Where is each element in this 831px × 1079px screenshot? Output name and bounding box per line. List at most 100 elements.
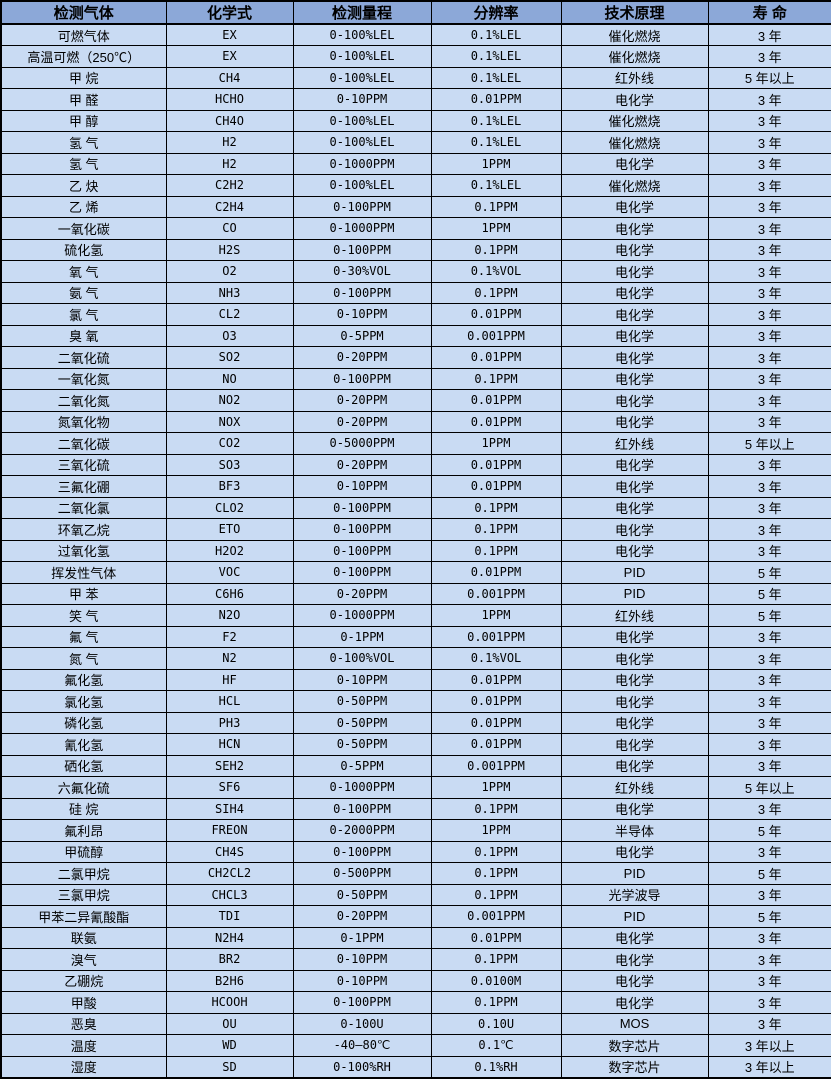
cell-range: 0-100PPM	[292, 991, 432, 1014]
cell-resolution: 0.1℃	[430, 1034, 562, 1057]
cell-range: 0-5PPM	[292, 754, 432, 777]
cell-range: 0-5PPM	[292, 324, 432, 347]
cell-formula: SD	[165, 1055, 294, 1078]
cell-resolution: 0.01PPM	[430, 690, 562, 713]
cell-gas-name: 乙硼烷	[0, 969, 167, 992]
cell-principle: 电化学	[560, 969, 709, 992]
cell-principle: 电化学	[560, 453, 709, 476]
cell-range: 0-1PPM	[292, 926, 432, 949]
cell-gas-name: 氟化氢	[0, 668, 167, 691]
cell-range: 0-100U	[292, 1012, 432, 1035]
cell-range: 0-20PPM	[292, 582, 432, 605]
cell-gas-name: 臭 氧	[0, 324, 167, 347]
cell-principle: 催化燃烧	[560, 174, 709, 197]
cell-principle: 红外线	[560, 776, 709, 799]
table-row: 氯化氢 HCL 0-50PPM 0.01PPM 电化学 3 年	[0, 690, 831, 713]
cell-formula: C6H6	[165, 582, 294, 605]
cell-resolution: 0.1PPM	[430, 797, 562, 820]
cell-principle: 电化学	[560, 539, 709, 562]
cell-gas-name: 甲苯二异氰酸酯	[0, 905, 167, 928]
cell-resolution: 0.001PPM	[430, 905, 562, 928]
cell-principle: 电化学	[560, 281, 709, 304]
cell-formula: N2O	[165, 604, 294, 627]
cell-range: 0-50PPM	[292, 690, 432, 713]
cell-resolution: 0.1PPM	[430, 840, 562, 863]
table-row: 臭 氧 O3 0-5PPM 0.001PPM 电化学 3 年	[0, 324, 831, 347]
table-row: 乙硼烷 B2H6 0-10PPM 0.0100M 电化学 3 年	[0, 969, 831, 992]
cell-principle: PID	[560, 561, 709, 584]
cell-principle: 电化学	[560, 346, 709, 369]
cell-resolution: 0.01PPM	[430, 346, 562, 369]
table-row: 温度 WD -40—80℃ 0.1℃ 数字芯片 3 年以上	[0, 1034, 831, 1057]
cell-resolution: 0.1%VOL	[430, 260, 562, 283]
cell-gas-name: 磷化氢	[0, 711, 167, 734]
cell-lifetime: 3 年	[707, 260, 831, 283]
cell-lifetime: 3 年	[707, 238, 831, 261]
cell-lifetime: 3 年	[707, 131, 831, 154]
table-row: 甲酸 HCOOH 0-100PPM 0.1PPM 电化学 3 年	[0, 991, 831, 1014]
cell-principle: 电化学	[560, 948, 709, 971]
table-row: 一氧化碳 CO 0-1000PPM 1PPM 电化学 3 年	[0, 217, 831, 240]
cell-range: 0-50PPM	[292, 883, 432, 906]
cell-gas-name: 氨 气	[0, 281, 167, 304]
table-row: 可燃气体 EX 0-100%LEL 0.1%LEL 催化燃烧 3 年	[0, 23, 831, 46]
table-row: 二氯甲烷 CH2CL2 0-500PPM 0.1PPM PID 5 年	[0, 862, 831, 885]
cell-gas-name: 湿度	[0, 1055, 167, 1078]
cell-formula: CL2	[165, 303, 294, 326]
cell-resolution: 0.01PPM	[430, 926, 562, 949]
cell-principle: 电化学	[560, 711, 709, 734]
cell-principle: 催化燃烧	[560, 109, 709, 132]
cell-formula: HF	[165, 668, 294, 691]
cell-gas-name: 甲硫醇	[0, 840, 167, 863]
cell-resolution: 1PPM	[430, 432, 562, 455]
cell-range: 0-5000PPM	[292, 432, 432, 455]
cell-resolution: 0.01PPM	[430, 389, 562, 412]
header-range: 检测量程	[292, 0, 432, 25]
cell-formula: EX	[165, 45, 294, 68]
table-row: 甲苯二异氰酸酯 TDI 0-20PPM 0.001PPM PID 5 年	[0, 905, 831, 928]
cell-resolution: 0.0100M	[430, 969, 562, 992]
cell-resolution: 0.001PPM	[430, 582, 562, 605]
header-lifetime: 寿 命	[707, 0, 831, 25]
cell-gas-name: 笑 气	[0, 604, 167, 627]
cell-range: 0-50PPM	[292, 733, 432, 756]
cell-lifetime: 3 年	[707, 281, 831, 304]
table-row: 氮氧化物 NOX 0-20PPM 0.01PPM 电化学 3 年	[0, 410, 831, 433]
cell-lifetime: 3 年	[707, 1012, 831, 1035]
cell-formula: CH4O	[165, 109, 294, 132]
cell-range: 0-100%VOL	[292, 647, 432, 670]
cell-resolution: 0.01PPM	[430, 668, 562, 691]
cell-formula: EX	[165, 23, 294, 46]
cell-gas-name: 可燃气体	[0, 23, 167, 46]
cell-range: 0-100PPM	[292, 518, 432, 541]
cell-resolution: 1PPM	[430, 217, 562, 240]
cell-gas-name: 氯化氢	[0, 690, 167, 713]
cell-principle: 红外线	[560, 432, 709, 455]
cell-formula: O2	[165, 260, 294, 283]
cell-range: 0-2000PPM	[292, 819, 432, 842]
cell-range: 0-20PPM	[292, 453, 432, 476]
cell-principle: 电化学	[560, 475, 709, 498]
cell-gas-name: 一氧化碳	[0, 217, 167, 240]
cell-lifetime: 3 年	[707, 496, 831, 519]
cell-formula: SF6	[165, 776, 294, 799]
table-row: 氟 气 F2 0-1PPM 0.001PPM 电化学 3 年	[0, 625, 831, 648]
cell-lifetime: 3 年	[707, 948, 831, 971]
cell-formula: VOC	[165, 561, 294, 584]
cell-lifetime: 5 年以上	[707, 66, 831, 89]
cell-resolution: 0.1PPM	[430, 238, 562, 261]
table-row: 二氧化氯 CLO2 0-100PPM 0.1PPM 电化学 3 年	[0, 496, 831, 519]
cell-principle: 数字芯片	[560, 1055, 709, 1078]
cell-gas-name: 氯 气	[0, 303, 167, 326]
cell-formula: WD	[165, 1034, 294, 1057]
cell-range: 0-10PPM	[292, 948, 432, 971]
cell-range: 0-20PPM	[292, 346, 432, 369]
cell-formula: CO	[165, 217, 294, 240]
cell-lifetime: 3 年	[707, 88, 831, 111]
table-row: 六氟化硫 SF6 0-1000PPM 1PPM 红外线 5 年以上	[0, 776, 831, 799]
cell-resolution: 1PPM	[430, 152, 562, 175]
cell-lifetime: 3 年以上	[707, 1034, 831, 1057]
cell-resolution: 0.1%LEL	[430, 66, 562, 89]
cell-lifetime: 3 年	[707, 303, 831, 326]
